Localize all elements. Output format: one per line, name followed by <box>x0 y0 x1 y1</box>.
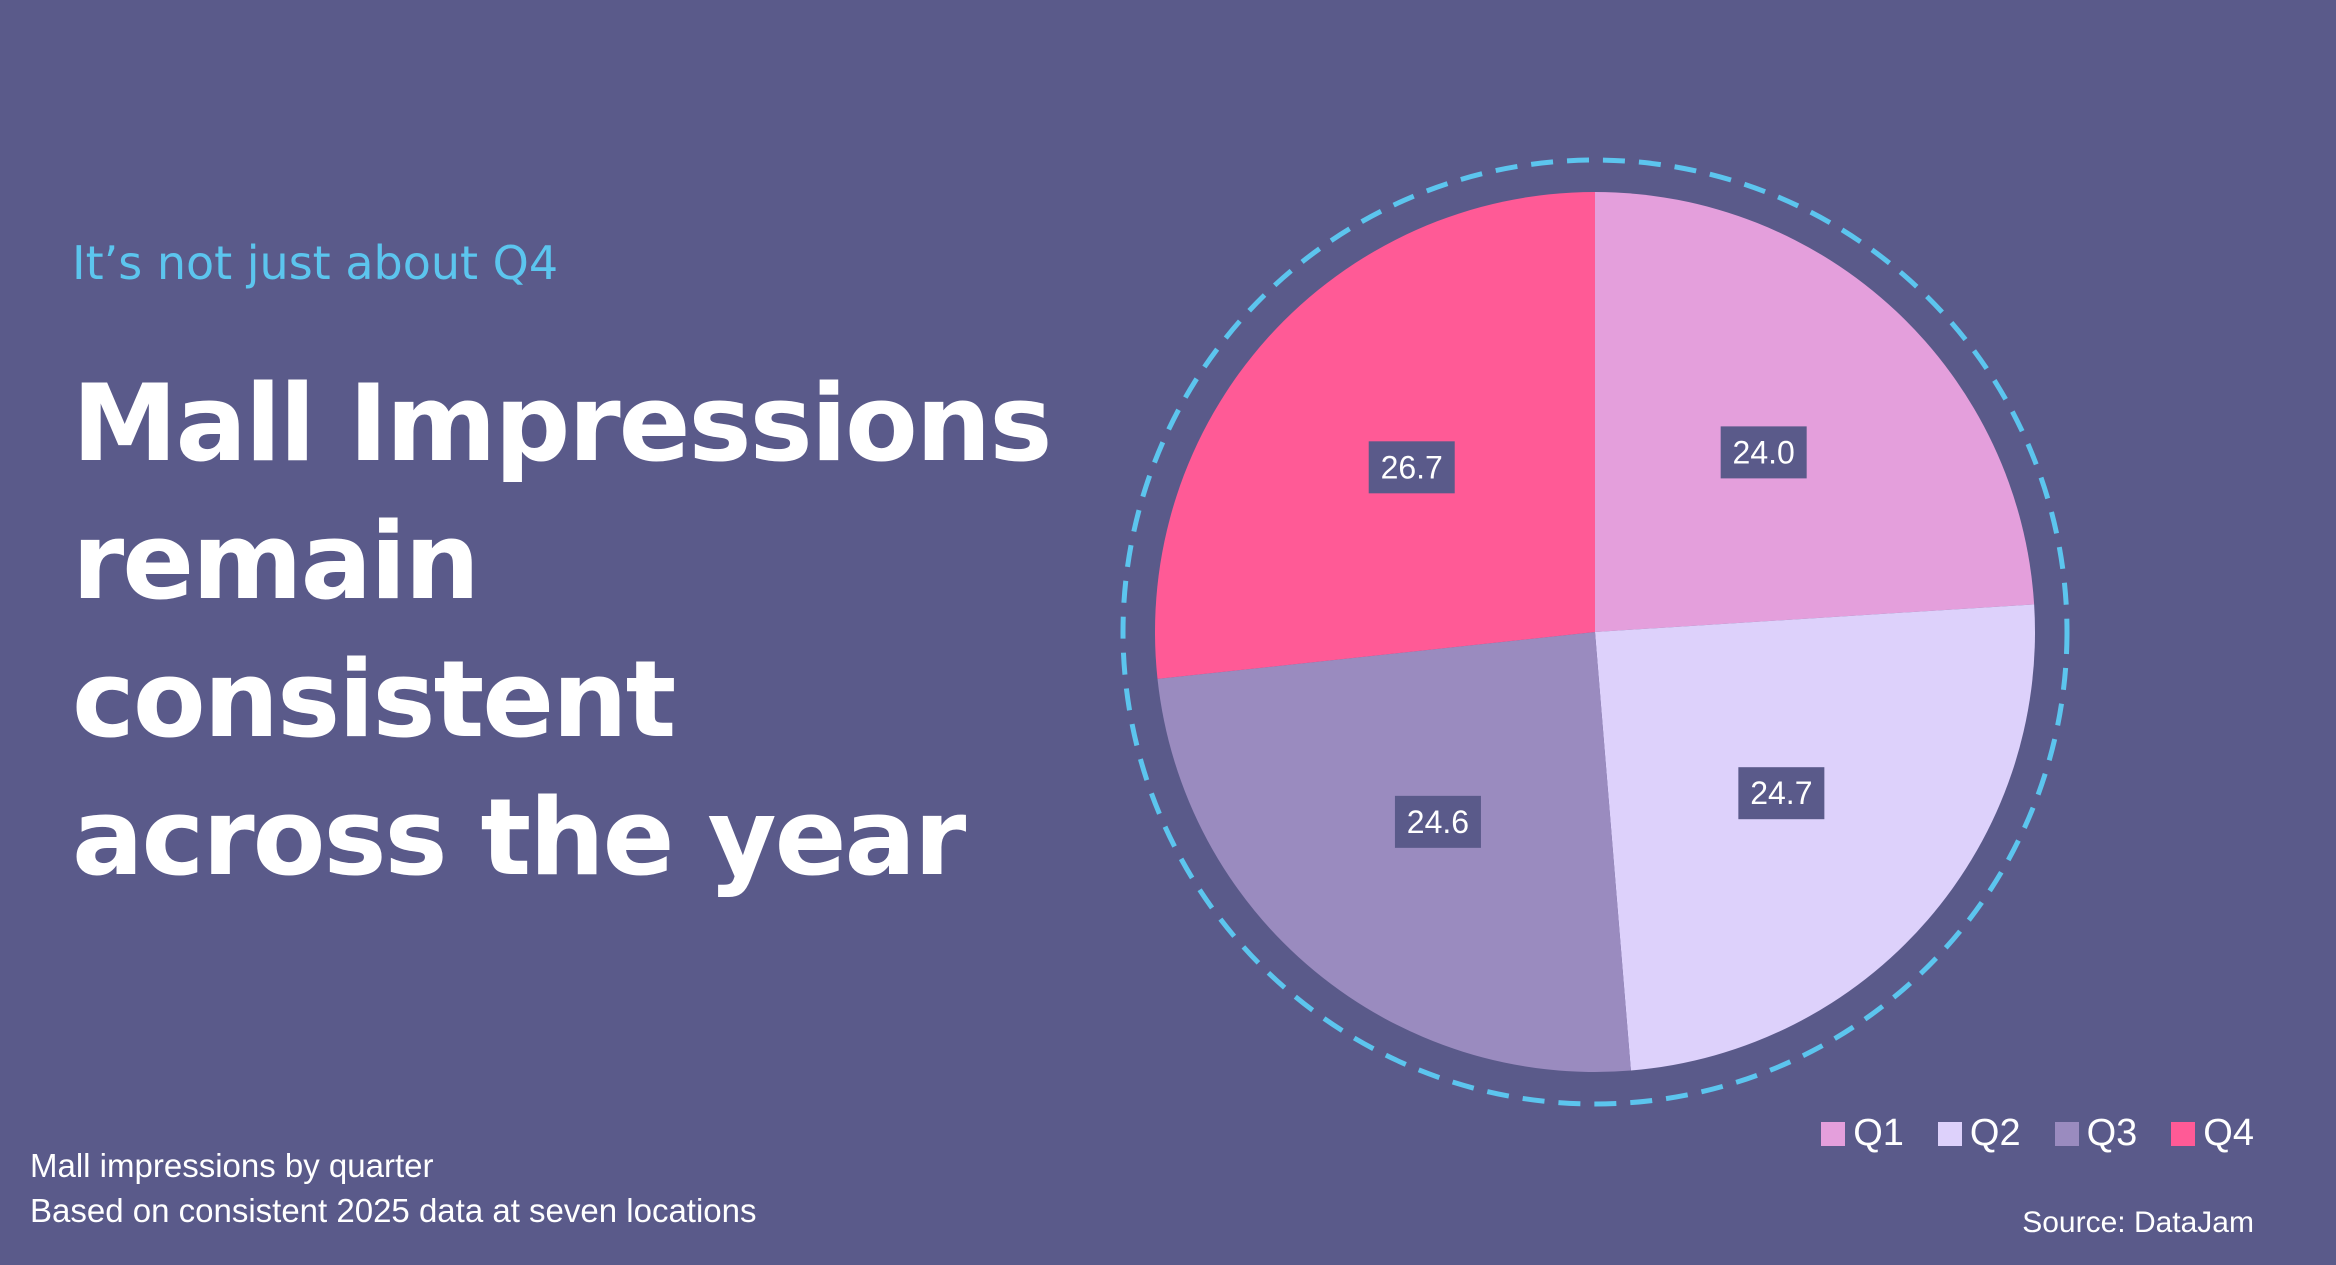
data-label-text: 24.6 <box>1407 804 1469 840</box>
data-label-text: 24.0 <box>1733 434 1795 470</box>
source-credit: Source: DataJam <box>2022 1206 2254 1239</box>
headline-line-4: across the year <box>72 776 966 899</box>
legend-swatch <box>1937 1121 1962 1146</box>
data-label-box <box>1720 426 1807 479</box>
eyebrow-subtitle: It’s not just about Q4 <box>72 236 559 290</box>
dashed-outline-ring <box>1120 157 2070 1107</box>
headline-line-1: Mall Impressions <box>72 362 1052 485</box>
legend-label: Q3 <box>2086 1112 2138 1154</box>
headline-line-2: remain <box>72 500 480 623</box>
headline-line-3: consistent <box>72 638 676 761</box>
headline: Mall Impressions remain consistent acros… <box>72 355 1052 907</box>
pie-data-labels: 24.0 24.7 24.6 26.7 <box>1368 426 1825 848</box>
legend-item-q1: Q1 <box>1821 1112 1904 1155</box>
pie-slice-q2 <box>1595 604 2035 1071</box>
legend-label: Q2 <box>1969 1112 2021 1154</box>
data-label-box <box>1394 795 1481 848</box>
data-label-box <box>1738 767 1825 820</box>
data-label-q3: 24.6 <box>1394 795 1481 848</box>
data-label-q2: 24.7 <box>1738 767 1825 820</box>
legend-item-q4: Q4 <box>2171 1112 2254 1155</box>
footnote-line-2: Based on consistent 2025 data at seven l… <box>30 1192 757 1229</box>
data-label-box <box>1368 441 1455 494</box>
legend: Q1 Q2 Q3 Q4 <box>1821 1112 2254 1155</box>
legend-label: Q4 <box>2203 1112 2254 1154</box>
footnote-line-1: Mall impressions by quarter <box>30 1147 434 1184</box>
legend-swatch <box>1821 1121 1846 1146</box>
legend-item-q3: Q3 <box>2054 1112 2138 1155</box>
data-label-text: 24.7 <box>1750 775 1812 811</box>
legend-item-q2: Q2 <box>1937 1112 2021 1155</box>
pie-slice-q4 <box>1155 191 1595 679</box>
legend-swatch <box>2054 1121 2079 1146</box>
data-label-text: 26.7 <box>1381 449 1443 485</box>
pie-slice-q1 <box>1595 192 2035 632</box>
data-label-q1: 24.0 <box>1720 426 1807 479</box>
legend-swatch <box>2171 1121 2196 1146</box>
data-label-q4: 26.7 <box>1368 441 1455 494</box>
legend-label: Q1 <box>1853 1112 1904 1154</box>
pie-slices <box>1155 191 2035 1072</box>
pie-slice-q3 <box>1157 632 1631 1072</box>
